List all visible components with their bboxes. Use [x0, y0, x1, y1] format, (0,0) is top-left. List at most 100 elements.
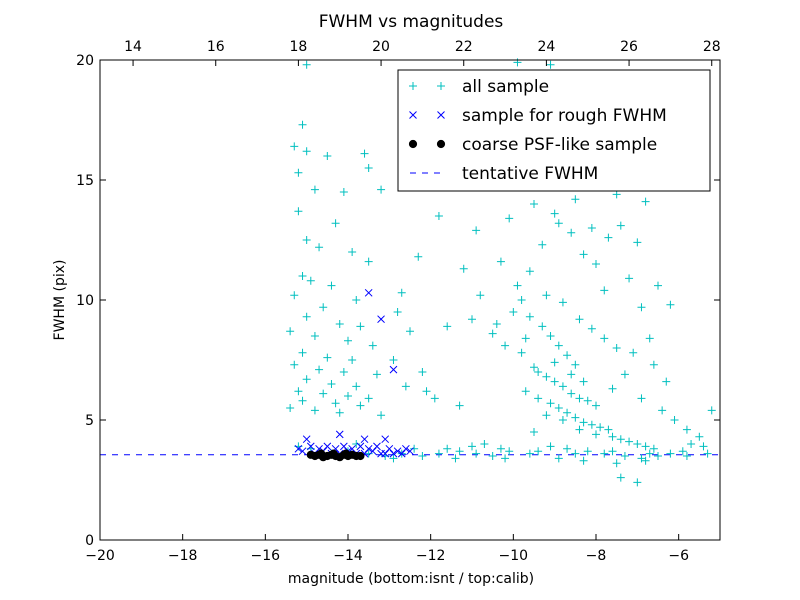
all-sample-point: [587, 420, 596, 429]
legend-swatch-marker: [437, 82, 445, 90]
all-sample-point: [410, 444, 419, 453]
all-sample-point: [418, 368, 427, 376]
x-tick-label: −8: [586, 548, 607, 564]
legend-box: [397, 69, 711, 192]
x-tick-label: −12: [416, 548, 446, 564]
all-sample-point: [434, 212, 443, 220]
all-sample-point: [546, 60, 555, 69]
all-sample-point: [563, 444, 572, 453]
legend-swatch-marker: [409, 82, 417, 90]
rough-fwhm-sample-point: [294, 444, 303, 453]
all-sample-point: [600, 449, 609, 458]
all-sample-point: [534, 368, 543, 376]
top-x-tick-label: 16: [207, 39, 225, 55]
all-sample-point: [596, 423, 605, 432]
all-sample-point: [434, 449, 443, 458]
all-sample-point: [298, 272, 307, 280]
rough-fwhm-sample-point: [360, 435, 369, 444]
all-sample-point: [620, 370, 629, 379]
all-sample-point: [315, 365, 324, 374]
rough-fwhm-sample-point: [364, 288, 373, 297]
all-sample-point: [633, 478, 642, 487]
all-sample-point: [625, 437, 634, 446]
all-sample-point: [612, 344, 621, 352]
psf-like-sample-point: [341, 449, 351, 458]
all-sample-point: [302, 375, 311, 384]
all-sample-point: [344, 336, 352, 345]
all-sample-point: [525, 449, 534, 458]
all-sample-point: [364, 164, 373, 172]
top-x-tick-label: 24: [537, 39, 555, 55]
all-sample-point: [592, 401, 600, 410]
all-sample-point: [372, 370, 381, 379]
all-sample-point: [629, 348, 638, 357]
all-sample-point: [331, 399, 340, 408]
all-sample-point: [472, 226, 481, 235]
all-sample-point: [517, 348, 526, 357]
rough-fwhm-sample-point: [393, 447, 402, 456]
all-sample-point: [517, 296, 526, 304]
all-sample-point: [414, 252, 423, 261]
all-sample-point: [633, 440, 642, 448]
rough-fwhm-sample-point: [302, 435, 311, 444]
all-sample-point: [302, 236, 311, 244]
all-sample-point: [542, 411, 551, 420]
all-sample-point: [505, 214, 514, 223]
all-sample-point: [501, 454, 510, 463]
all-sample-point: [302, 60, 311, 69]
all-sample-point: [538, 322, 547, 331]
all-sample-point: [397, 288, 406, 297]
all-sample-point: [687, 440, 696, 448]
all-sample-point: [587, 224, 596, 232]
all-sample-point: [443, 322, 452, 331]
rough-fwhm-sample-point: [406, 447, 414, 456]
all-sample-point: [567, 370, 576, 379]
legend-swatch-marker: [436, 139, 446, 149]
all-sample-point: [534, 447, 543, 456]
all-sample-point: [645, 334, 654, 343]
legend-swatch-marker: [437, 111, 445, 119]
all-sample-point: [546, 442, 555, 451]
all-sample-point: [319, 389, 328, 398]
all-sample-point: [348, 356, 357, 364]
all-sample-point: [290, 142, 299, 151]
all-sample-point: [575, 425, 584, 434]
all-sample-point: [637, 394, 646, 403]
all-sample-point: [695, 432, 704, 441]
all-sample-point: [377, 185, 386, 194]
all-sample-point: [641, 442, 650, 451]
all-sample-point: [645, 449, 654, 458]
all-sample-point: [306, 276, 315, 285]
all-sample-point: [649, 444, 658, 453]
all-sample-point: [364, 394, 373, 403]
all-sample-point: [455, 401, 464, 410]
legend-entry-label: coarse PSF-like sample: [462, 135, 657, 155]
all-sample-point: [422, 387, 431, 396]
all-sample-point: [592, 430, 600, 439]
all-sample-point: [616, 221, 625, 230]
all-sample-point: [670, 416, 679, 424]
top-x-tick-label: 28: [703, 39, 721, 55]
all-sample-point: [571, 360, 580, 369]
all-sample-point: [530, 428, 538, 436]
all-sample-point: [592, 260, 600, 268]
all-sample-point: [459, 264, 468, 273]
all-sample-point: [451, 454, 460, 463]
all-sample-point: [302, 312, 311, 321]
all-sample-point: [678, 447, 687, 456]
all-sample-point: [352, 296, 361, 304]
all-sample-point: [468, 315, 476, 324]
all-sample-point: [480, 440, 489, 448]
all-sample-point: [666, 300, 675, 309]
all-sample-point: [703, 449, 712, 458]
all-sample-point: [538, 240, 547, 249]
all-sample-point: [393, 308, 402, 316]
all-sample-point: [339, 188, 348, 196]
psf-like-sample-point: [317, 449, 326, 458]
rough-fwhm-sample-point: [389, 365, 398, 374]
all-sample-point: [335, 408, 344, 417]
all-sample-point: [604, 425, 613, 434]
y-axis-label: FWHM (pix): [52, 260, 68, 341]
all-sample-point: [616, 435, 625, 444]
all-sample-point: [600, 286, 609, 295]
